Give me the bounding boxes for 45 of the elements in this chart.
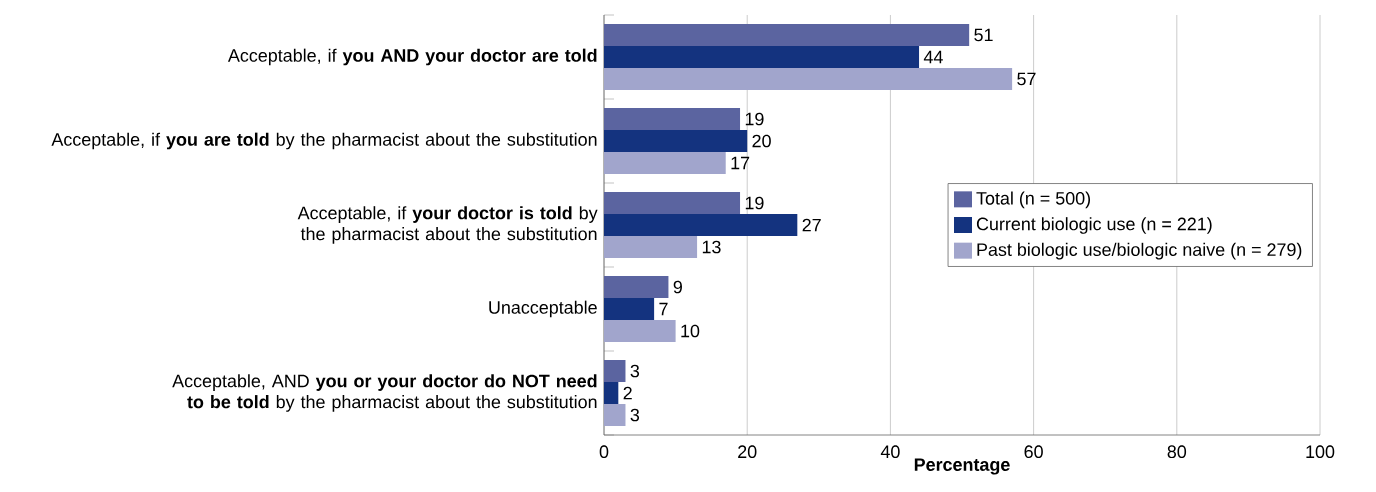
bar bbox=[604, 130, 748, 152]
bar bbox=[604, 236, 698, 258]
bar bbox=[604, 192, 741, 214]
bar bbox=[604, 276, 669, 298]
data-label: 20 bbox=[752, 134, 771, 148]
data-label: 3 bbox=[630, 364, 640, 378]
bar bbox=[604, 298, 655, 320]
legend-label: Total (n = 500) bbox=[976, 191, 1091, 209]
data-label: 10 bbox=[681, 324, 700, 338]
bar bbox=[604, 24, 970, 46]
bar bbox=[604, 214, 798, 236]
y-tick-label: Acceptable, if you are told by the pharmacist about the substitution bbox=[51, 132, 597, 150]
bar bbox=[604, 320, 676, 342]
x-tick-label: 60 bbox=[1024, 445, 1043, 459]
bar bbox=[604, 68, 1013, 90]
bar bbox=[604, 382, 619, 404]
data-label: 19 bbox=[745, 112, 764, 126]
x-tick-label: 80 bbox=[1167, 445, 1187, 459]
legend-label: Current biologic use (n = 221) bbox=[976, 217, 1212, 234]
data-label: 13 bbox=[702, 240, 721, 254]
y-tick-label: Unacceptable bbox=[489, 300, 597, 318]
data-label: 3 bbox=[630, 408, 640, 422]
x-tick-label: 0 bbox=[599, 445, 609, 459]
data-label: 44 bbox=[923, 50, 943, 64]
x-tick-label: 100 bbox=[1306, 445, 1335, 459]
data-label: 17 bbox=[731, 156, 750, 170]
bar bbox=[604, 108, 741, 130]
bar bbox=[604, 152, 726, 174]
data-label: 27 bbox=[802, 218, 821, 232]
bar bbox=[604, 404, 626, 426]
data-label: 2 bbox=[623, 386, 632, 400]
data-label: 19 bbox=[745, 196, 764, 210]
category-label: Acceptable, AND you or your doctor do NOT need to be told by the pharmacist about the substitution bbox=[172, 374, 597, 412]
x-tick-label: 20 bbox=[738, 445, 757, 459]
bar bbox=[604, 46, 920, 68]
legend-label: Past biologic use/biologic naive (n = 279) bbox=[977, 242, 1302, 260]
data-label: 7 bbox=[659, 302, 668, 316]
x-axis-title: Percentage bbox=[914, 458, 1010, 475]
data-label: 9 bbox=[673, 280, 682, 294]
x-tick-label: 40 bbox=[880, 445, 900, 459]
bar bbox=[604, 360, 626, 382]
y-tick-label: Acceptable, if your doctor is told by the pharmacist about the substitution bbox=[297, 206, 598, 244]
data-label: 51 bbox=[974, 28, 993, 42]
data-label: 57 bbox=[1017, 72, 1036, 86]
y-tick-label: Acceptable, if you AND your doctor are told bbox=[227, 48, 597, 66]
